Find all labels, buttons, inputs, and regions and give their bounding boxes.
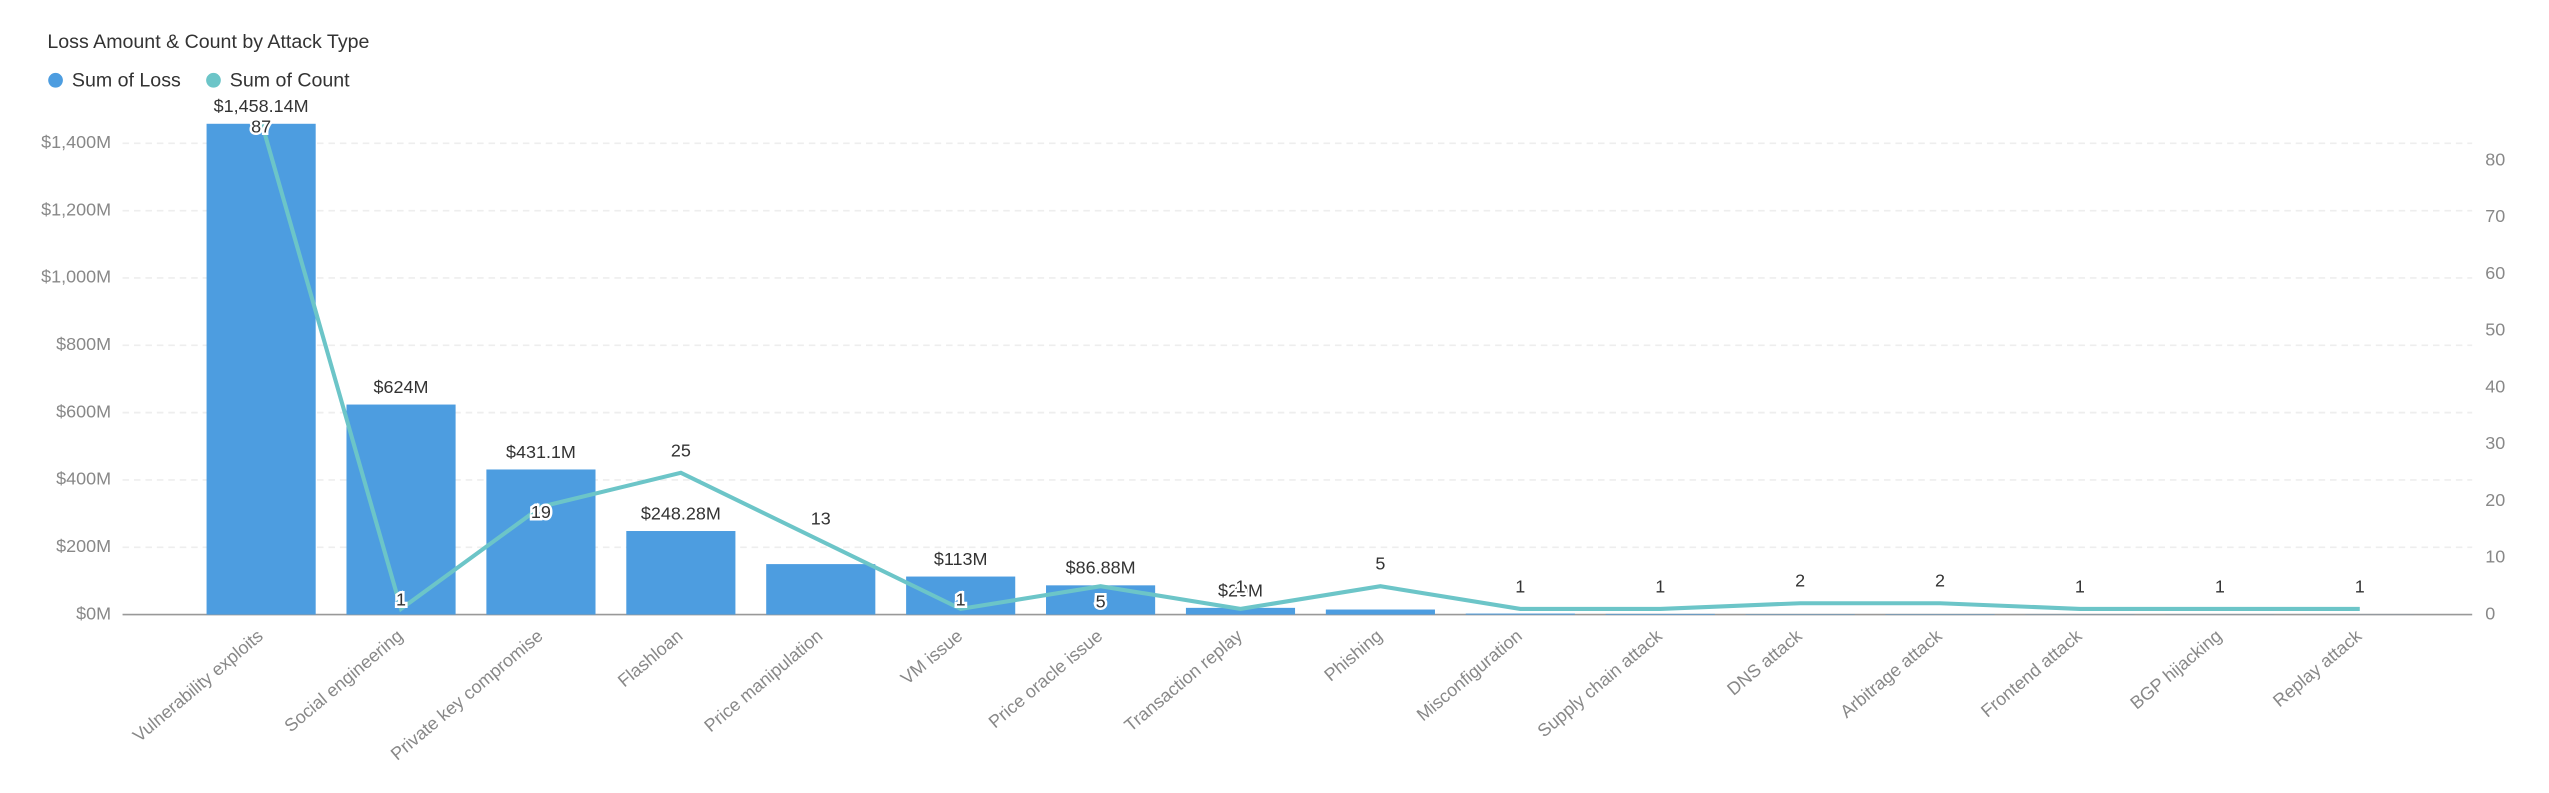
y-tick-label: $800M xyxy=(56,334,111,354)
count-value-label: 1 xyxy=(2355,576,2365,596)
bar-value-label: $113M xyxy=(934,549,988,569)
y2-tick-label: 20 xyxy=(2485,490,2505,510)
y-tick-label: $1,000M xyxy=(41,267,111,287)
legend-marker xyxy=(48,73,63,88)
count-value-label: 5 xyxy=(1096,591,1106,611)
x-tick-label: Price oracle issue xyxy=(985,626,1106,732)
x-tick-label: Social engineering xyxy=(281,626,407,736)
y2-tick-label: 30 xyxy=(2485,433,2505,453)
y-tick-label: $200M xyxy=(56,536,111,556)
x-tick-label: DNS attack xyxy=(1723,625,1806,699)
y2-tick-label: 10 xyxy=(2485,547,2505,567)
bar-value-label: $248.28M xyxy=(641,503,721,523)
count-value-label: 2 xyxy=(1795,571,1805,591)
x-tick-label: Replay attack xyxy=(2269,625,2366,711)
count-value-label: 19 xyxy=(531,502,551,522)
count-value-label: 1 xyxy=(396,589,406,609)
y-tick-label: $600M xyxy=(56,401,111,421)
x-tick-label: Vulnerability exploits xyxy=(129,626,267,746)
y-tick-label: $1,200M xyxy=(41,199,111,219)
y2-tick-label: 70 xyxy=(2485,206,2505,226)
x-tick-label: Private key compromise xyxy=(387,626,547,765)
x-tick-label: Phishing xyxy=(1320,626,1386,686)
bar xyxy=(766,564,875,614)
legend-label: Sum of Count xyxy=(230,69,350,91)
count-value-label: 1 xyxy=(1515,576,1525,596)
count-value-label: 5 xyxy=(1375,554,1385,574)
count-value-label: 87 xyxy=(251,116,271,136)
chart-title: Loss Amount & Count by Attack Type xyxy=(47,31,369,53)
count-value-label: 2 xyxy=(1935,571,1945,591)
x-tick-label: VM issue xyxy=(897,626,966,689)
y-tick-label: $400M xyxy=(56,469,111,489)
count-value-label: 1 xyxy=(2075,576,2085,596)
count-value-label: 1 xyxy=(2215,576,2225,596)
y-tick-label: $1,400M xyxy=(41,132,111,152)
bar xyxy=(1466,614,1575,615)
x-tick-label: BGP hijacking xyxy=(2126,626,2225,714)
y2-tick-label: 60 xyxy=(2485,263,2505,283)
y2-tick-label: 80 xyxy=(2485,149,2505,169)
bar xyxy=(1606,614,1715,615)
bar xyxy=(486,469,595,614)
count-value-label: 25 xyxy=(671,440,691,460)
count-value-label: 13 xyxy=(811,508,831,528)
bar xyxy=(207,124,316,615)
count-value-label: 1 xyxy=(956,589,966,609)
y-tick-label: $0M xyxy=(76,603,111,623)
y2-tick-label: 40 xyxy=(2485,376,2505,396)
x-tick-label: Supply chain attack xyxy=(1534,625,1667,741)
x-tick-label: Misconfiguration xyxy=(1413,626,1526,725)
legend-label: Sum of Loss xyxy=(72,69,181,91)
bar-value-label: $1,458.14M xyxy=(214,96,309,116)
y2-tick-label: 0 xyxy=(2485,603,2495,623)
legend-marker xyxy=(206,73,221,88)
count-value-label: 1 xyxy=(1655,576,1665,596)
x-tick-label: Frontend attack xyxy=(1977,625,2086,721)
bar-value-label: $431.1M xyxy=(506,442,576,462)
x-tick-label: Transaction replay xyxy=(1121,626,1247,736)
x-tick-label: Price manipulation xyxy=(700,626,826,736)
x-tick-label: Flashloan xyxy=(614,626,687,691)
bar-value-label: $86.88M xyxy=(1066,558,1136,578)
y2-tick-label: 50 xyxy=(2485,320,2505,340)
x-tick-label: Arbitrage attack xyxy=(1836,625,1946,722)
bar-value-label: $624M xyxy=(374,377,429,397)
bar xyxy=(1326,610,1435,615)
bar xyxy=(626,531,735,615)
count-value-label: 1 xyxy=(1235,576,1245,596)
